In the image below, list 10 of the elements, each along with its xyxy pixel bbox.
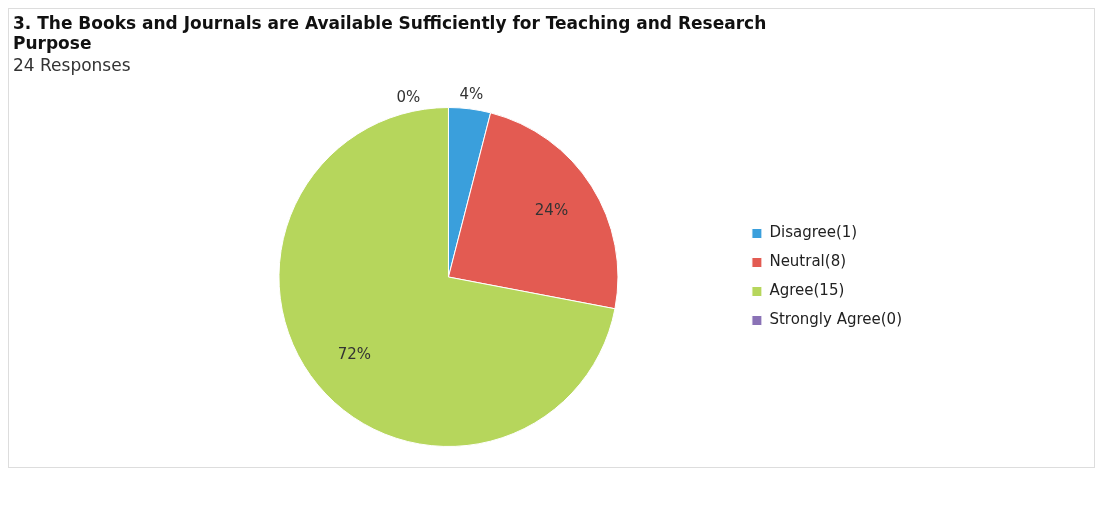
chart-title: 3. The Books and Journals are Available Sufficiently for Teaching and Research Purpose — [12, 12, 768, 53]
legend-label: Agree(15) — [769, 281, 845, 300]
text: 0% — [396, 87, 421, 106]
legend-label: Strongly Agree(0) — [769, 310, 903, 329]
data-label: 72% — [337, 344, 372, 363]
data-label: 4% — [459, 84, 484, 103]
legend-label: Neutral(8) — [769, 252, 847, 271]
text: 24 Responses — [12, 54, 132, 77]
legend-label: Disagree(1) — [769, 223, 858, 242]
data-label: 24% — [534, 201, 569, 220]
